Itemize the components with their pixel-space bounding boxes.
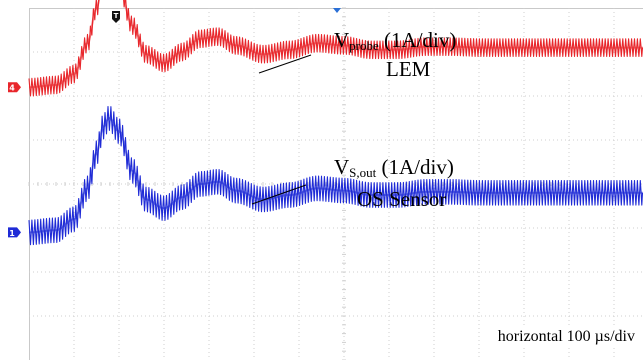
channel-marker-label: 4	[9, 84, 15, 93]
channel-marker-4: 4	[8, 82, 21, 93]
sensor-trace-sublabel: OS Sensor	[357, 187, 447, 211]
probe-label-leader-line	[258, 54, 312, 74]
horizontal-scale-note: horizontal 100 µs/div	[495, 327, 637, 347]
probe-trace-label: Vprobe (1A/div)	[334, 28, 457, 53]
channel-marker-label: 1	[9, 229, 15, 238]
trace-group	[28, 0, 643, 246]
sensor-trace-label: VS,out (1A/div)	[334, 155, 454, 180]
channel-markers: 4 1 T	[8, 8, 341, 238]
trace-channel-4	[28, 0, 643, 97]
trace-core-channel-1	[29, 116, 643, 234]
horizontal-position-marker	[333, 8, 341, 13]
channel-marker-1: 1	[8, 227, 21, 238]
trigger-position-marker: T	[112, 11, 120, 23]
trace-channel-1	[28, 105, 643, 246]
probe-trace-sublabel: LEM	[386, 57, 431, 81]
trigger-marker-label: T	[114, 12, 119, 20]
sensor-label-leader-line	[251, 184, 307, 205]
annotation-lines	[251, 54, 312, 205]
trace-core-channel-4	[29, 0, 643, 89]
